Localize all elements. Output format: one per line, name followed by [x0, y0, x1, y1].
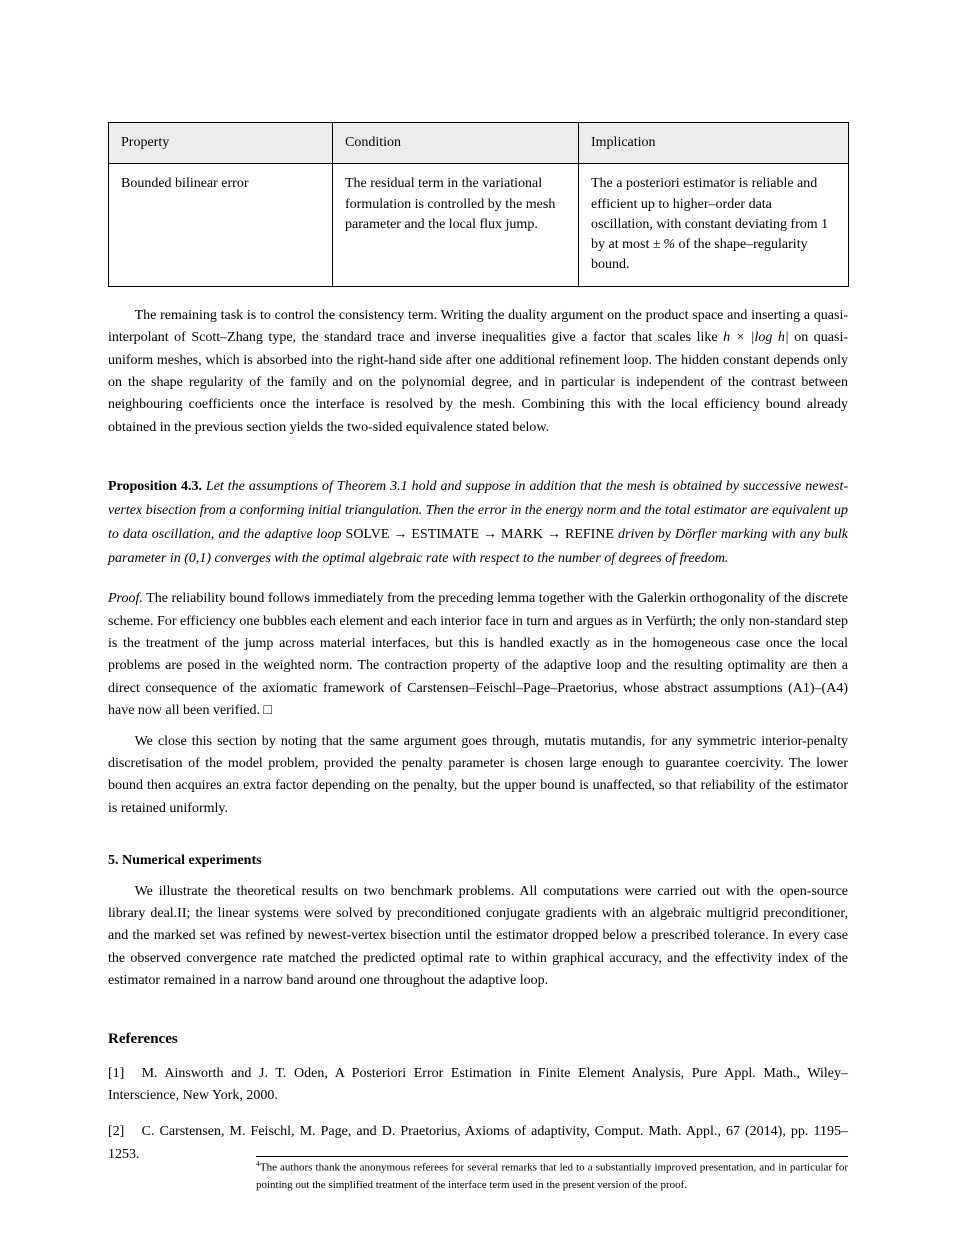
document-page: { "table": { "columns": ["Property", "Co… [0, 0, 954, 1235]
body-paragraph: We illustrate the theoretical results on… [108, 881, 848, 993]
proof-label: Proof. [108, 591, 143, 606]
bib-label: [2] [108, 1121, 142, 1143]
footnote: 4The authors thank the anonymous referee… [256, 1158, 848, 1193]
proof-paragraph: Proof. The reliability bound follows imm… [108, 588, 848, 722]
bibliography-item: [1]M. Ainsworth and J. T. Oden, A Poster… [108, 1063, 848, 1108]
table-row: Bounded bilinear error The residual term… [109, 164, 849, 286]
bib-text: M. Ainsworth and J. T. Oden, A Posterior… [108, 1066, 848, 1103]
footnote-text: The authors thank the anonymous referees… [256, 1162, 848, 1191]
body-paragraph: The remaining task is to control the con… [108, 305, 848, 439]
references-heading: References [108, 1027, 848, 1051]
inline-math: h × |log h| [723, 330, 789, 345]
proposition: Proposition 4.3. Let the assumptions of … [108, 475, 848, 570]
footnote-rule [256, 1156, 848, 1157]
algorithm-loop: SOLVE → ESTIMATE → MARK → REFINE [346, 527, 614, 542]
section-heading: 5. Numerical experiments [108, 850, 848, 872]
table-cell: Bounded bilinear error [109, 164, 333, 286]
properties-table: Property Condition Implication Bounded b… [108, 122, 849, 287]
table-header-row: Property Condition Implication [109, 123, 849, 164]
proposition-label: Proposition 4.3. [108, 479, 202, 494]
proof-body: The reliability bound follows immediatel… [108, 591, 848, 718]
table-cell: The a posteriori estimator is reliable a… [579, 164, 849, 286]
body-paragraph: We close this section by noting that the… [108, 731, 848, 821]
table-cell: The residual term in the variational for… [333, 164, 579, 286]
paragraph-text: on quasi-uniform meshes, which is absorb… [108, 330, 848, 435]
table-header: Property [109, 123, 333, 164]
bib-label: [1] [108, 1063, 142, 1085]
table-header: Condition [333, 123, 579, 164]
table-header: Implication [579, 123, 849, 164]
